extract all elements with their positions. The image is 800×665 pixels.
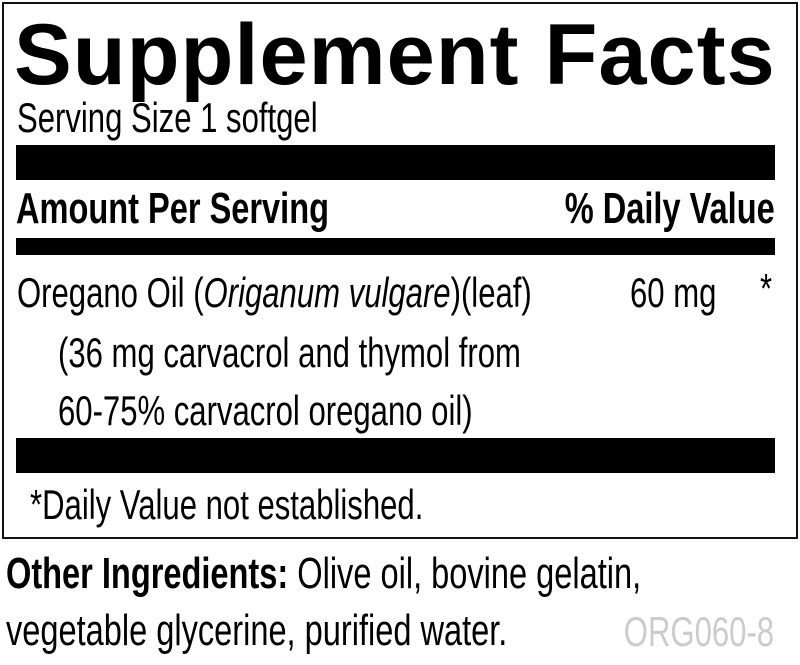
thick-divider xyxy=(16,145,775,180)
ingredient-name-prefix: Oregano Oil ( xyxy=(17,269,204,316)
panel-title: Supplement Facts xyxy=(14,7,776,103)
other-ingredients-text: Olive oil, bovine gelatin, xyxy=(288,549,642,598)
ingredient-latin-name: Origanum vulgare xyxy=(203,269,451,316)
amount-per-serving-header: Amount Per Serving xyxy=(16,184,329,233)
daily-value-header: % Daily Value xyxy=(565,184,775,233)
ingredient-detail-line: (36 mg carvacrol and thymol from xyxy=(58,329,521,376)
ingredient-detail-line: 60-75% carvacrol oregano oil) xyxy=(58,387,473,434)
facts-panel-border xyxy=(2,2,798,539)
ingredient-amount: 60 mg xyxy=(630,269,717,316)
product-code: ORG060-8 xyxy=(623,608,774,655)
ingredient-daily-value: * xyxy=(760,265,773,312)
medium-divider xyxy=(16,238,775,255)
footnote: *Daily Value not established. xyxy=(30,481,424,528)
ingredient-name: Oregano Oil (Origanum vulgare)(leaf) xyxy=(17,272,532,314)
other-ingredients-label: Other Ingredients: xyxy=(6,549,289,598)
ingredient-name-suffix: )(leaf) xyxy=(450,269,532,316)
thick-divider-bottom xyxy=(16,438,775,473)
serving-size: Serving Size 1 softgel xyxy=(17,94,318,141)
other-ingredients-line-2: vegetable glycerine, purified water. xyxy=(6,606,508,655)
other-ingredients-line-1: Other Ingredients: Olive oil, bovine gel… xyxy=(6,552,641,596)
